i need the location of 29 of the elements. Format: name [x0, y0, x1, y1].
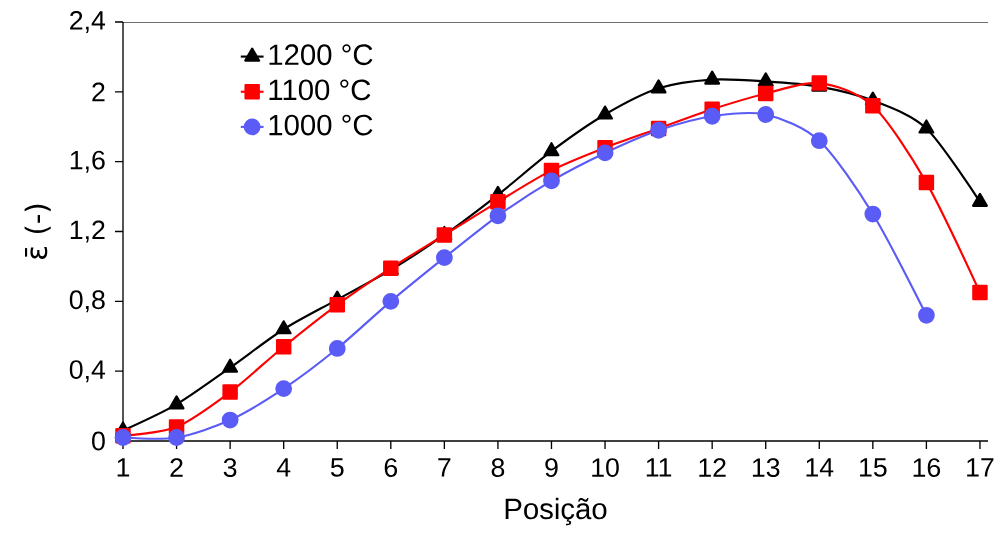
- x-tick-label: 12: [699, 458, 726, 477]
- x-tick-label: 14: [806, 458, 834, 477]
- x-tick-label: 16: [913, 458, 941, 478]
- y-tick-label: 0: [92, 431, 105, 451]
- y-tick-label: 0,8: [69, 290, 105, 313]
- x-tick-label: 4: [276, 458, 291, 477]
- x-tick-label: 8: [491, 458, 505, 478]
- x-tick-label: 6: [384, 458, 398, 478]
- legend-label: 1200 °C: [269, 44, 373, 66]
- y-axis-title: ε̄ (-): [24, 204, 51, 259]
- y-tick-label: 1,2: [70, 220, 105, 243]
- x-tick-label: 1: [117, 458, 130, 477]
- x-tick-label: 7: [438, 458, 451, 477]
- y-tick-label: 1,6: [70, 150, 105, 173]
- legend-label: 1100 °C: [269, 79, 371, 101]
- y-tick-label: 2,4: [70, 10, 106, 34]
- x-tick-label: 11: [646, 458, 672, 477]
- x-tick-label: 10: [592, 458, 619, 478]
- y-tick-label: 0,4: [69, 360, 106, 383]
- x-tick-label: 3: [223, 458, 237, 478]
- x-tick-label: 5: [330, 458, 344, 477]
- x-tick-label: 9: [545, 458, 558, 478]
- x-tick-label: 15: [860, 458, 887, 477]
- x-tick-label: 17: [967, 458, 994, 477]
- x-axis-title: Posição: [505, 497, 607, 526]
- x-tick-label: 2: [170, 458, 183, 477]
- x-tick-label: 13: [752, 458, 780, 478]
- y-tick-label: 2: [92, 82, 105, 102]
- legend-label: 1000 °C: [269, 114, 373, 136]
